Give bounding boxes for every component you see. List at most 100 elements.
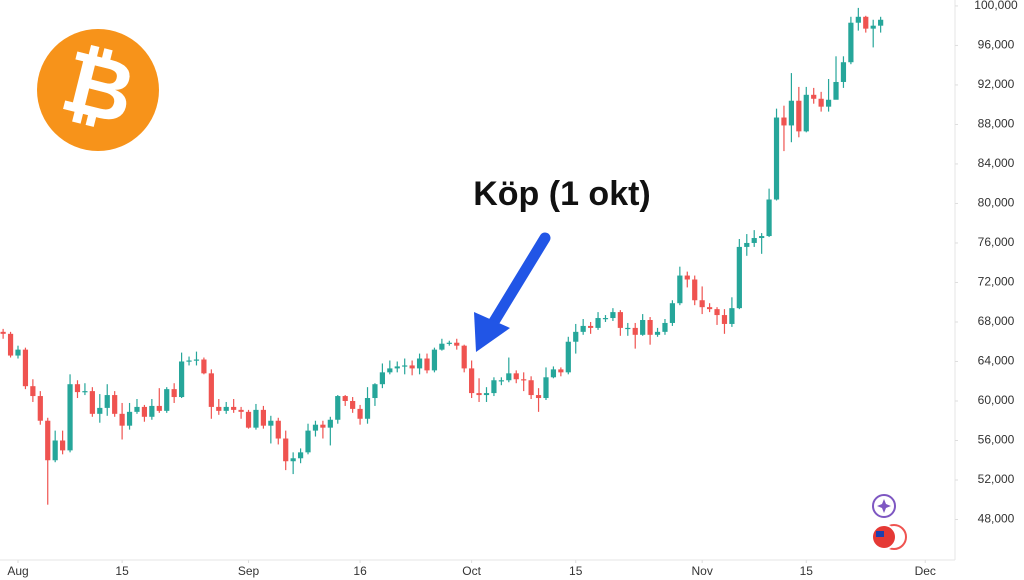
- candle-body: [119, 413, 125, 426]
- x-tick-label: 15: [115, 564, 129, 578]
- candle-body: [773, 117, 780, 200]
- candle-body: [260, 409, 267, 426]
- candle-body: [97, 407, 103, 414]
- candle-body: [588, 325, 594, 328]
- x-tick-label: Nov: [691, 564, 712, 578]
- candle-body: [350, 400, 356, 409]
- candle-body: [729, 308, 735, 324]
- x-tick-label: Sep: [238, 564, 260, 578]
- y-tick-label: 48,000: [978, 512, 1015, 526]
- candle-body: [164, 389, 170, 411]
- candle-body: [610, 312, 616, 319]
- x-tick-label: Oct: [462, 564, 481, 578]
- candle-body: [736, 246, 742, 309]
- arrow-shaft: [486, 232, 551, 331]
- candle-body: [223, 406, 229, 411]
- candle-body: [268, 420, 274, 426]
- candle-body: [498, 380, 504, 382]
- candle-body: [45, 420, 51, 461]
- candle-body: [781, 117, 787, 126]
- candle-body: [454, 342, 460, 346]
- candle-body: [52, 440, 58, 461]
- candle-body: [149, 405, 155, 417]
- candle-body: [208, 373, 214, 407]
- candle-body: [684, 275, 690, 280]
- candle-body: [558, 369, 564, 373]
- candle-body: [112, 395, 118, 414]
- candle-body: [231, 406, 237, 410]
- candle-body: [439, 343, 445, 350]
- candle-body: [796, 100, 802, 132]
- x-tick-label: 16: [353, 564, 367, 578]
- candle-body: [855, 16, 861, 23]
- x-tick-label: Aug: [7, 564, 28, 578]
- candle-body: [297, 452, 304, 459]
- candle-body: [573, 331, 579, 342]
- annotation: Köp (1 okt): [473, 175, 651, 213]
- candle-body: [461, 345, 467, 369]
- candle-body: [335, 396, 341, 420]
- candle-body: [751, 238, 757, 243]
- y-tick-label: 96,000: [978, 38, 1015, 52]
- candle-body: [424, 358, 430, 371]
- candle-body: [818, 98, 824, 107]
- candle-body: [535, 395, 542, 399]
- candle-body: [699, 300, 705, 308]
- candle-body: [387, 368, 393, 373]
- candle-body: [744, 242, 750, 247]
- candle-body: [89, 391, 95, 414]
- candle-body: [625, 327, 631, 330]
- x-tick-label: 15: [569, 564, 583, 578]
- candle-body: [863, 16, 869, 29]
- candle-body: [640, 320, 646, 335]
- candle-body: [156, 405, 162, 411]
- y-tick-label: 92,000: [978, 77, 1015, 91]
- flag-icon-canton: [876, 531, 884, 537]
- candle-body: [706, 307, 713, 310]
- arrow-head: [474, 312, 510, 352]
- candle-body: [521, 379, 527, 381]
- candle-body: [669, 303, 676, 323]
- candle-body: [580, 325, 586, 332]
- candle-body: [74, 384, 81, 393]
- candle-body: [22, 349, 29, 387]
- candle-body: [595, 318, 601, 328]
- y-tick-label: 76,000: [978, 235, 1015, 249]
- candle-body: [253, 409, 259, 428]
- candle-body: [565, 341, 571, 373]
- candle-body: [126, 411, 133, 426]
- candle-body: [134, 406, 140, 412]
- candle-body: [357, 408, 363, 419]
- candle-body: [491, 380, 497, 394]
- candle-body: [104, 395, 110, 408]
- candle-body: [416, 358, 423, 369]
- candle-body: [245, 411, 252, 428]
- candle-body: [788, 100, 794, 126]
- y-tick-label: 56,000: [978, 433, 1015, 447]
- star-icon-shape: [877, 499, 891, 513]
- candle-body: [0, 331, 6, 334]
- y-tick-label: 100,000: [974, 0, 1018, 12]
- candle-body: [870, 25, 876, 29]
- y-tick-label: 64,000: [978, 354, 1015, 368]
- candle-body: [60, 440, 66, 451]
- candle-body: [201, 359, 207, 374]
- candle-body: [803, 94, 809, 132]
- candle-body: [67, 384, 73, 451]
- y-tick-label: 52,000: [978, 472, 1015, 486]
- candle-body: [528, 380, 534, 396]
- candle-body: [290, 458, 296, 462]
- candle-body: [171, 389, 177, 398]
- candle-body: [178, 361, 185, 398]
- candle-body: [37, 396, 43, 421]
- candle-body: [878, 19, 884, 26]
- candle-body: [394, 366, 400, 369]
- candle-body: [543, 377, 549, 399]
- candle-body: [238, 409, 244, 412]
- y-tick-label: 60,000: [978, 393, 1015, 407]
- candle-body: [141, 406, 148, 417]
- candle-body: [409, 365, 415, 369]
- candle-body: [283, 438, 289, 462]
